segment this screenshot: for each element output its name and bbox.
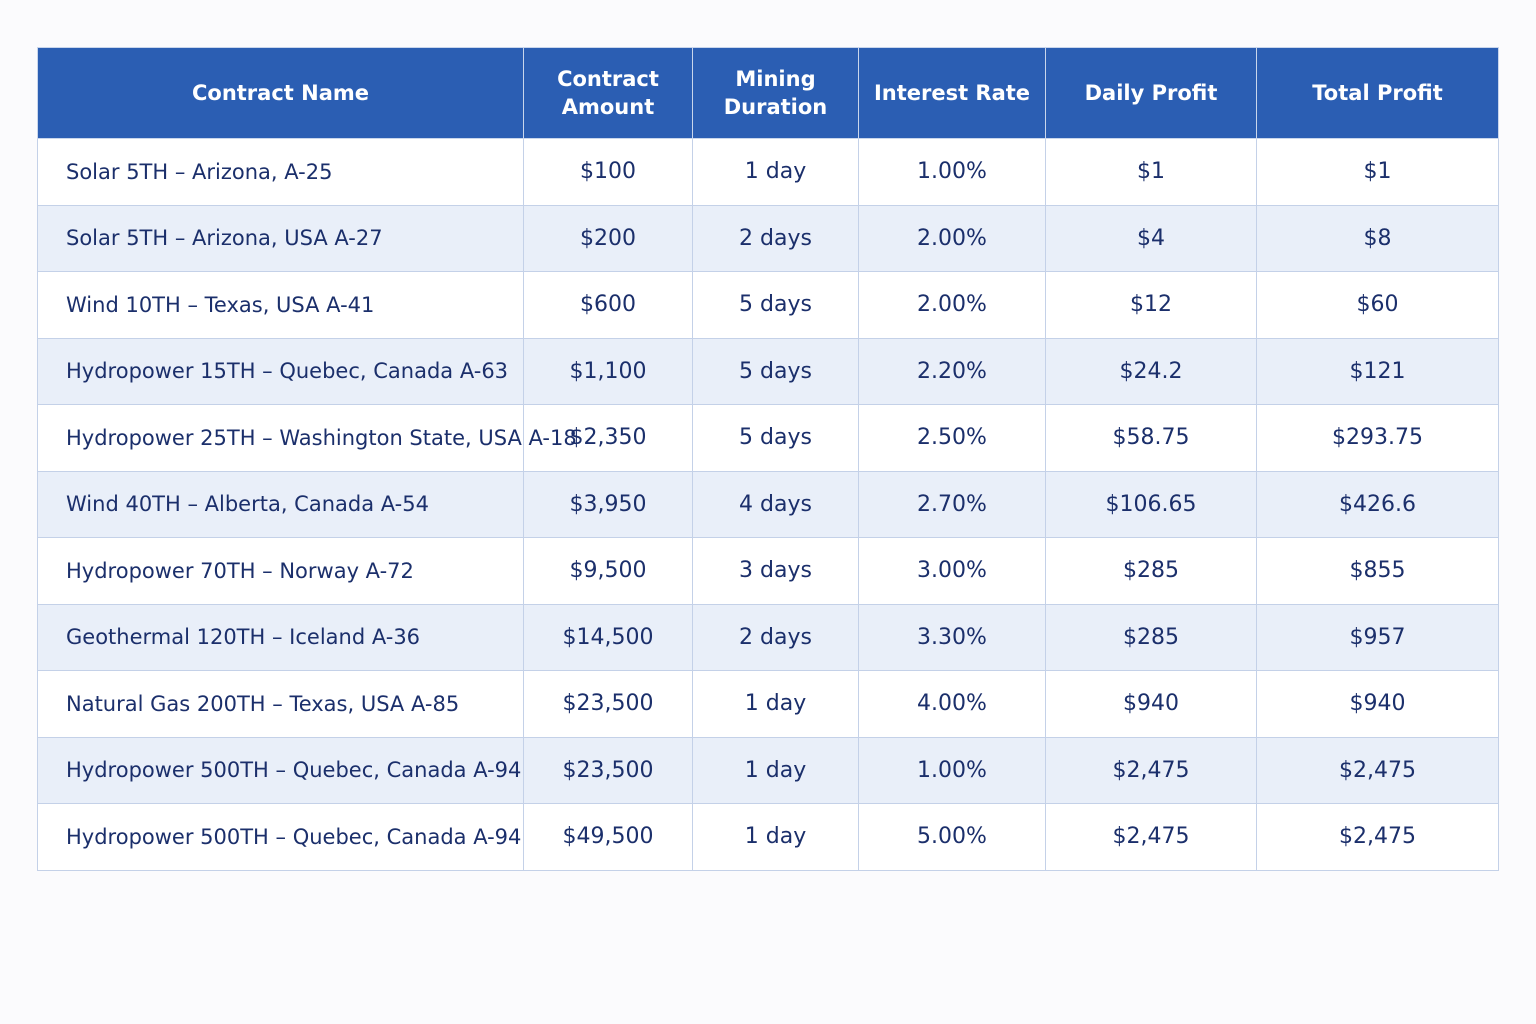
table-cell: 5.00% — [858, 803, 1046, 871]
table-cell: $12 — [1045, 271, 1257, 339]
contract-name: Hydropower 15TH – Quebec, Canada A-63 — [37, 337, 524, 405]
table-cell: 1 day — [692, 803, 859, 871]
table-cell: $293.75 — [1256, 404, 1499, 472]
table-row: Hydropower 70TH – Norway A-72 $9,500 3 day… — [37, 537, 1499, 605]
table-cell: $426.6 — [1256, 470, 1499, 538]
table-row: Wind 10TH – Texas, USA A-41 $600 5 days 2.0… — [37, 271, 1499, 339]
table-cell: $24.2 — [1045, 337, 1257, 405]
table-cell: 2 days — [692, 603, 859, 671]
table-cell: 4.00% — [858, 670, 1046, 738]
table-row: Solar 5TH – Arizona, A-25 $100 1 day 1.00% $… — [37, 138, 1499, 206]
table-cell: $940 — [1256, 670, 1499, 738]
table-cell: 3.30% — [858, 603, 1046, 671]
table-cell: $100 — [523, 138, 693, 206]
table-cell: 1.00% — [858, 138, 1046, 206]
contract-name: Wind 40TH – Alberta, Canada A-54 — [37, 470, 524, 538]
table-cell: $4 — [1045, 204, 1257, 272]
table-cell: $8 — [1256, 204, 1499, 272]
table-cell: 1 day — [692, 736, 859, 804]
column-header: Daily Profit — [1045, 47, 1257, 139]
table-cell: $106.65 — [1045, 470, 1257, 538]
table-cell: $855 — [1256, 537, 1499, 605]
column-header: Contract Name — [37, 47, 524, 139]
table-row: Solar 5TH – Arizona, USA A-27 $200 2 days 2… — [37, 204, 1499, 272]
header-text: Total Profit — [1312, 81, 1443, 105]
table-cell: $60 — [1256, 271, 1499, 339]
contract-name: Geothermal 120TH – Iceland A-36 — [37, 603, 524, 671]
table-cell: $600 — [523, 271, 693, 339]
table-cell: 1 day — [692, 138, 859, 206]
table-cell: $285 — [1045, 537, 1257, 605]
table-cell: $1 — [1045, 138, 1257, 206]
header-text: Contract Amount — [557, 67, 659, 119]
table-row: Hydropower 500TH – Quebec, Canada A-94 $2… — [37, 736, 1499, 804]
table-cell: $1 — [1256, 138, 1499, 206]
table-cell: 5 days — [692, 337, 859, 405]
contract-name: Natural Gas 200TH – Texas, USA A-85 — [37, 670, 524, 738]
table-cell: $23,500 — [523, 736, 693, 804]
header-text: Contract Name — [191, 81, 370, 105]
table-cell: 2.20% — [858, 337, 1046, 405]
column-header: Total Profit — [1256, 47, 1499, 139]
contract-name: Solar 5TH – Arizona, A-25 — [37, 138, 524, 206]
table-cell: $2,475 — [1045, 803, 1257, 871]
contract-name: Hydropower 500TH – Quebec, Canada A-94 — [37, 736, 524, 804]
table-row: Hydropower 25TH – Washington State, USA … — [37, 404, 1499, 472]
column-header: Contract Amount — [523, 47, 693, 139]
table-cell: $58.75 — [1045, 404, 1257, 472]
table-cell: 1.00% — [858, 736, 1046, 804]
table-body: Solar 5TH – Arizona, A-25 $100 1 day 1.00% $… — [37, 138, 1499, 871]
table-cell: $2,475 — [1256, 736, 1499, 804]
table-cell: $49,500 — [523, 803, 693, 871]
table-cell: $2,350 — [523, 404, 693, 472]
table-cell: $9,500 — [523, 537, 693, 605]
table-cell: $940 — [1045, 670, 1257, 738]
table-cell: $121 — [1256, 337, 1499, 405]
table-cell: $2,475 — [1045, 736, 1257, 804]
table-cell: 4 days — [692, 470, 859, 538]
table-cell: 5 days — [692, 271, 859, 339]
table-row: Hydropower 15TH – Quebec, Canada A-63 $1,… — [37, 337, 1499, 405]
header-row: Contract Name Contract Amount Mining Durat… — [37, 47, 1499, 139]
contract-name: Solar 5TH – Arizona, USA A-27 — [37, 204, 524, 272]
header-text: Interest Rate — [873, 81, 1031, 105]
column-header: Interest Rate — [858, 47, 1046, 139]
table-cell: $2,475 — [1256, 803, 1499, 871]
header-text: Daily Profit — [1084, 81, 1218, 105]
table-cell: $1,100 — [523, 337, 693, 405]
table-cell: 2.00% — [858, 204, 1046, 272]
contracts-table: Contract Name Contract Amount Mining Durat… — [37, 47, 1499, 871]
table-cell: $200 — [523, 204, 693, 272]
table-cell: 2 days — [692, 204, 859, 272]
table-cell: $23,500 — [523, 670, 693, 738]
header-text: Mining Duration — [723, 67, 828, 119]
table-cell: 2.70% — [858, 470, 1046, 538]
table-cell: 2.50% — [858, 404, 1046, 472]
table-cell: 3.00% — [858, 537, 1046, 605]
table-cell: 2.00% — [858, 271, 1046, 339]
table-cell: $14,500 — [523, 603, 693, 671]
table-row: Hydropower 500TH – Quebec, Canada A-94 $4… — [37, 803, 1499, 871]
table-cell: 1 day — [692, 670, 859, 738]
table-cell: 5 days — [692, 404, 859, 472]
table-row: Natural Gas 200TH – Texas, USA A-85 $23,5… — [37, 670, 1499, 738]
contract-name: Hydropower 500TH – Quebec, Canada A-94 — [37, 803, 524, 871]
table-cell: $957 — [1256, 603, 1499, 671]
table-row: Wind 40TH – Alberta, Canada A-54 $3,950 4 … — [37, 470, 1499, 538]
contract-name: Wind 10TH – Texas, USA A-41 — [37, 271, 524, 339]
table-cell: $285 — [1045, 603, 1257, 671]
table-row: Geothermal 120TH – Iceland A-36 $14,500 2 … — [37, 603, 1499, 671]
table-cell: 3 days — [692, 537, 859, 605]
contract-name: Hydropower 70TH – Norway A-72 — [37, 537, 524, 605]
contract-name: Hydropower 25TH – Washington State, USA … — [37, 404, 577, 472]
table-cell: $3,950 — [523, 470, 693, 538]
column-header: Mining Duration — [692, 47, 859, 139]
